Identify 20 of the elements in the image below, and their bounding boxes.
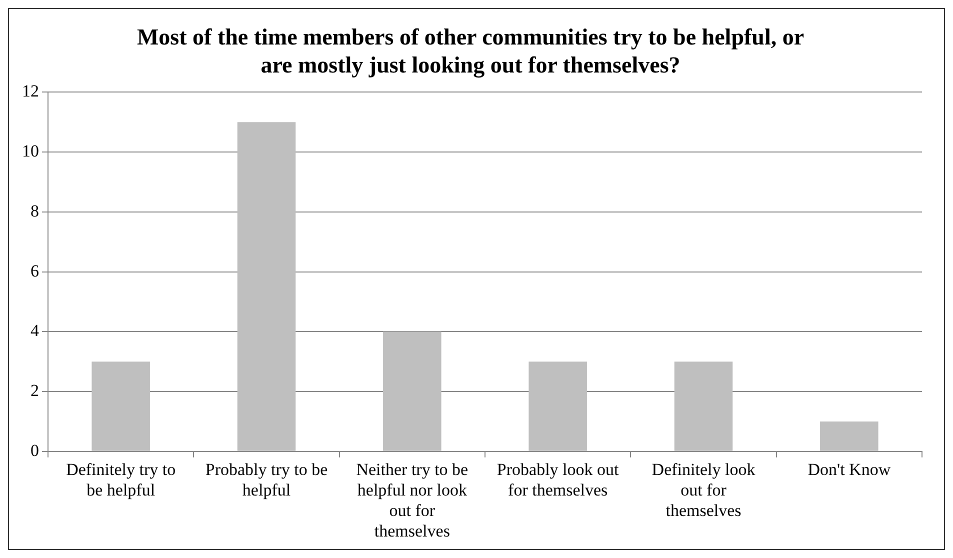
x-tick-label: Neither try to be helpful nor look out for themselves	[356, 460, 468, 540]
y-tick-label: 0	[30, 440, 39, 460]
bar	[528, 362, 587, 451]
x-tick-label: Probably try to be helpful	[205, 460, 328, 500]
y-tick-label: 2	[30, 381, 39, 400]
chart-title: Most of the time members of other communities try to be helpful, or are mostly just looking out for themselves?	[136, 24, 804, 78]
bar	[820, 421, 878, 451]
y-tick-label: 12	[22, 82, 39, 101]
bar	[237, 122, 296, 451]
x-tick-label: Definitely try to be helpful	[66, 460, 176, 500]
y-tick-label: 10	[22, 142, 39, 161]
y-tick-label: 8	[30, 201, 39, 220]
bar	[674, 362, 733, 451]
y-tick-label: 6	[30, 261, 39, 280]
x-tick-label: Probably look out for themselves	[496, 460, 620, 500]
y-tick-label: 4	[30, 321, 40, 340]
x-tick-label: Definitely look out for themselves	[652, 460, 756, 520]
bar	[383, 332, 442, 451]
bar	[92, 362, 150, 451]
x-tick-label: Don't Know	[808, 460, 892, 480]
